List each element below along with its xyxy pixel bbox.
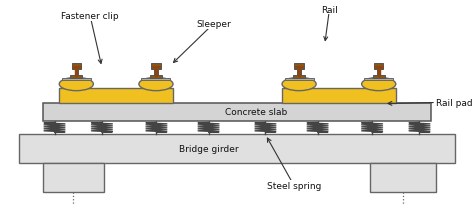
- Ellipse shape: [59, 78, 93, 91]
- Bar: [370, 163, 436, 192]
- Bar: [293, 76, 305, 79]
- Bar: [43, 103, 431, 122]
- Bar: [43, 163, 104, 192]
- Bar: [59, 88, 173, 103]
- Text: Fastener clip: Fastener clip: [61, 12, 119, 21]
- Bar: [72, 64, 81, 70]
- Bar: [374, 64, 383, 70]
- Bar: [284, 79, 314, 81]
- Bar: [364, 79, 393, 81]
- Bar: [294, 64, 304, 70]
- Text: Steel spring: Steel spring: [267, 181, 321, 190]
- Bar: [75, 70, 78, 76]
- Bar: [377, 70, 380, 76]
- Bar: [19, 134, 455, 163]
- Bar: [150, 76, 162, 79]
- Bar: [141, 79, 171, 81]
- Text: Sleeper: Sleeper: [196, 20, 231, 29]
- Bar: [62, 79, 91, 81]
- Text: Rail pad: Rail pad: [436, 98, 473, 108]
- Text: Bridge girder: Bridge girder: [179, 144, 238, 153]
- Ellipse shape: [139, 78, 173, 91]
- Bar: [298, 70, 301, 76]
- Ellipse shape: [362, 78, 396, 91]
- Text: Rail: Rail: [321, 6, 338, 15]
- Bar: [155, 70, 157, 76]
- Bar: [151, 64, 161, 70]
- Bar: [282, 88, 396, 103]
- Text: Concrete slab: Concrete slab: [225, 108, 287, 117]
- Bar: [70, 76, 82, 79]
- Ellipse shape: [282, 78, 316, 91]
- Bar: [373, 76, 385, 79]
